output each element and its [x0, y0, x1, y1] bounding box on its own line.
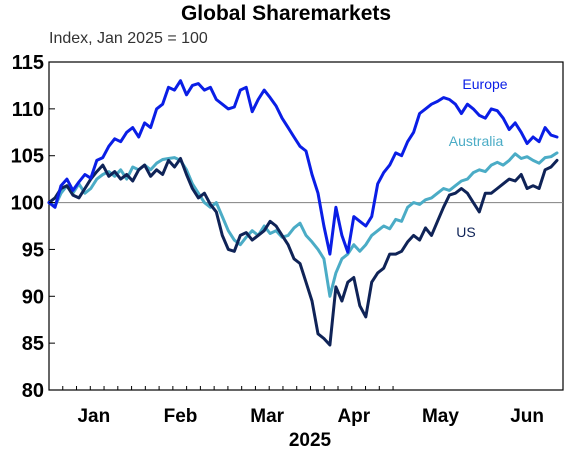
- series-label-europe: Europe: [462, 76, 507, 92]
- y-tick-label: 115: [12, 52, 44, 74]
- y-tick-label: 90: [22, 286, 44, 308]
- x-tick-label: Feb: [164, 406, 198, 427]
- series-label-us: US: [456, 224, 475, 240]
- series-labels: Europe Australia US: [449, 76, 508, 240]
- x-tick-label: Jan: [77, 406, 110, 427]
- x-axis-title: 2025: [289, 430, 332, 451]
- x-tick-label: Jun: [510, 406, 544, 427]
- x-axis: Jan Feb Mar Apr May Jun: [48, 386, 544, 427]
- series-line-europe: [47, 79, 559, 256]
- x-tick-label: May: [422, 406, 459, 427]
- y-tick-label: 100: [11, 193, 44, 215]
- plot-frame: [48, 61, 564, 391]
- y-tick-label: 85: [22, 333, 44, 355]
- series-group: [47, 79, 559, 347]
- series-line-australia: [47, 151, 559, 298]
- y-tick-label: 105: [11, 146, 44, 168]
- y-axis: 80 85 90 95 100 105 110 115: [11, 52, 55, 402]
- plot-area: [48, 61, 564, 391]
- series-line-us: [47, 157, 559, 347]
- y-tick-label: 80: [22, 380, 44, 402]
- y-tick-label: 110: [12, 99, 44, 121]
- chart-title: Global Sharemarkets: [181, 2, 391, 25]
- chart-subtitle: Index, Jan 2025 = 100: [49, 30, 208, 47]
- x-tick-label: Mar: [250, 406, 284, 427]
- series-label-australia: Australia: [449, 133, 504, 149]
- y-tick-label: 95: [22, 239, 44, 261]
- x-tick-label: Apr: [337, 406, 370, 427]
